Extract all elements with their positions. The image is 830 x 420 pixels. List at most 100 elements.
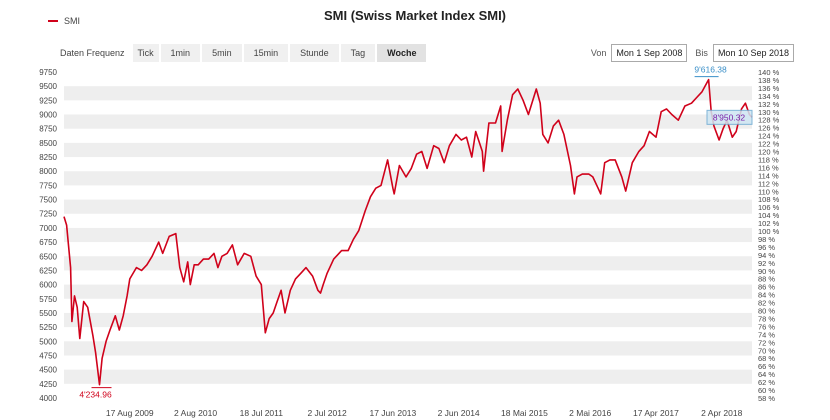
freq-button-15min[interactable]: 15min	[243, 44, 289, 62]
y-right-tick-label: 110 %	[758, 187, 779, 196]
y-tick-label: 7500	[39, 196, 57, 205]
y-right-tick-label: 100 %	[758, 227, 780, 236]
y-right-tick-label: 124 %	[758, 132, 780, 141]
y-tick-label: 7250	[39, 210, 57, 219]
y-tick-label: 7750	[39, 181, 57, 190]
y-right-tick-label: 88 %	[758, 275, 775, 284]
date-range: Von Mon 1 Sep 2008 Bis Mon 10 Sep 2018	[583, 44, 794, 62]
y-right-tick-label: 118 %	[758, 155, 779, 164]
to-label: Bis	[695, 48, 708, 58]
y-tick-label: 6750	[39, 238, 57, 247]
y-tick-label: 7000	[39, 224, 57, 233]
grid-band	[64, 142, 752, 158]
y-right-tick-label: 128 %	[758, 116, 780, 125]
grid-band	[64, 199, 752, 214]
y-right-tick-label: 108 %	[758, 195, 780, 204]
y-right-tick-label: 72 %	[758, 338, 775, 347]
y-tick-label: 5500	[39, 309, 57, 318]
chart-title: SMI (Swiss Market Index SMI)	[323, 8, 507, 23]
x-tick-label: 18 Mai 2015	[501, 408, 548, 418]
freq-button-tick[interactable]: Tick	[132, 44, 159, 62]
y-right-tick-label: 104 %	[758, 211, 780, 220]
grid-band	[64, 86, 752, 101]
y-right-tick-label: 116 %	[758, 163, 779, 172]
frequency-toolbar: Daten Frequenz Tick 1min 5min 15min Stun…	[60, 44, 428, 62]
grid-band	[64, 369, 752, 384]
y-right-tick-label: 76 %	[758, 322, 775, 331]
y-right-tick-label: 90 %	[758, 267, 775, 276]
y-tick-label: 4500	[39, 366, 57, 375]
y-tick-label: 8750	[39, 125, 57, 134]
y-right-tick-label: 98 %	[758, 235, 775, 244]
y-right-tick-label: 82 %	[758, 299, 775, 308]
freq-button-stunde[interactable]: Stunde	[290, 44, 339, 62]
freq-button-woche[interactable]: Woche	[377, 44, 427, 62]
y-right-tick-label: 102 %	[758, 219, 780, 228]
y-right-tick-label: 92 %	[758, 259, 775, 268]
x-tick-label: 2 Jun 2014	[438, 408, 480, 418]
y-tick-label: 9000	[39, 111, 57, 120]
y-tick-label: 6500	[39, 252, 57, 261]
frequency-label: Daten Frequenz	[60, 48, 125, 58]
freq-button-tag[interactable]: Tag	[340, 44, 376, 62]
last-value-label: 8'950.32	[713, 112, 746, 122]
x-tick-label: 18 Jul 2011	[240, 408, 284, 418]
freq-button-1min[interactable]: 1min	[160, 44, 201, 62]
y-right-tick-label: 126 %	[758, 124, 780, 133]
from-date-field[interactable]: Mon 1 Sep 2008	[611, 44, 688, 62]
y-right-tick-label: 86 %	[758, 283, 775, 292]
grid-band	[64, 227, 752, 243]
y-tick-label: 9250	[39, 96, 57, 105]
y-right-tick-label: 134 %	[758, 92, 780, 101]
y-right-tick-label: 130 %	[758, 108, 780, 117]
y-tick-label: 5000	[39, 337, 57, 346]
x-tick-label: 2 Mai 2016	[569, 408, 611, 418]
grid-band	[64, 341, 752, 356]
y-right-tick-label: 120 %	[758, 148, 780, 157]
x-tick-label: 17 Aug 2009	[106, 408, 154, 418]
y-tick-label: 5750	[39, 295, 57, 304]
y-right-tick-label: 74 %	[758, 330, 775, 339]
y-tick-label: 4750	[39, 351, 57, 360]
y-tick-label: 8000	[39, 167, 57, 176]
y-right-tick-label: 96 %	[758, 243, 775, 252]
y-right-tick-label: 58 %	[758, 394, 775, 403]
y-right-tick-label: 70 %	[758, 346, 775, 355]
y-right-tick-label: 132 %	[758, 100, 780, 109]
y-tick-label: 9500	[39, 82, 57, 91]
y-right-tick-label: 94 %	[758, 251, 775, 260]
y-right-tick-label: 138 %	[758, 76, 780, 85]
min-label: 4'234.96	[79, 390, 112, 400]
y-right-tick-label: 112 %	[758, 179, 779, 188]
y-right-tick-label: 114 %	[758, 171, 779, 180]
x-tick-label: 2 Jul 2012	[307, 408, 346, 418]
last-value-box	[706, 109, 753, 125]
x-tick-label: 17 Jun 2013	[369, 408, 416, 418]
y-right-tick-label: 140 %	[758, 68, 780, 77]
grid-band	[64, 114, 752, 129]
max-label: 9'616.38	[694, 65, 727, 75]
freq-button-5min[interactable]: 5min	[202, 44, 242, 62]
y-right-tick-label: 62 %	[758, 378, 775, 387]
y-tick-label: 9750	[39, 68, 57, 77]
y-tick-label: 6000	[39, 281, 57, 290]
y-right-tick-label: 122 %	[758, 140, 780, 149]
x-tick-label: 2 Apr 2018	[701, 408, 742, 418]
y-right-tick-label: 66 %	[758, 362, 775, 371]
y-right-tick-label: 60 %	[758, 386, 775, 395]
grid-band	[64, 312, 752, 328]
y-tick-label: 4250	[39, 380, 57, 389]
y-tick-label: 8500	[39, 139, 57, 148]
y-tick-label: 8250	[39, 153, 57, 162]
smi-line	[63, 78, 753, 386]
to-date-field[interactable]: Mon 10 Sep 2018	[712, 44, 794, 62]
grid-band	[64, 284, 752, 299]
y-right-tick-label: 84 %	[758, 291, 775, 300]
y-tick-label: 4000	[39, 394, 57, 403]
y-right-tick-label: 68 %	[758, 354, 775, 363]
y-right-tick-label: 106 %	[758, 203, 780, 212]
y-tick-label: 6250	[39, 266, 57, 275]
legend-label: SMI	[64, 16, 81, 26]
y-right-tick-label: 64 %	[758, 370, 775, 379]
x-tick-label: 17 Apr 2017	[633, 408, 679, 418]
